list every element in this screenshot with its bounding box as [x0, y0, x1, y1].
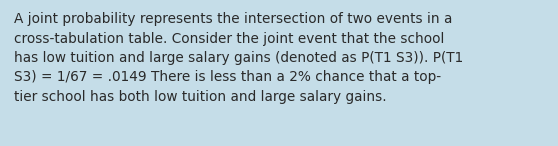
Text: tier school has both low tuition and large salary gains.: tier school has both low tuition and lar… [14, 90, 387, 104]
Text: A joint probability represents the intersection of two events in a: A joint probability represents the inter… [14, 12, 453, 26]
Text: cross-tabulation table. Consider the joint event that the school: cross-tabulation table. Consider the joi… [14, 32, 444, 46]
Text: has low tuition and large salary gains (denoted as P(T1 S3)). P(T1: has low tuition and large salary gains (… [14, 51, 463, 65]
Text: S3) = 1/67 = .0149 There is less than a 2% chance that a top-: S3) = 1/67 = .0149 There is less than a … [14, 71, 441, 85]
